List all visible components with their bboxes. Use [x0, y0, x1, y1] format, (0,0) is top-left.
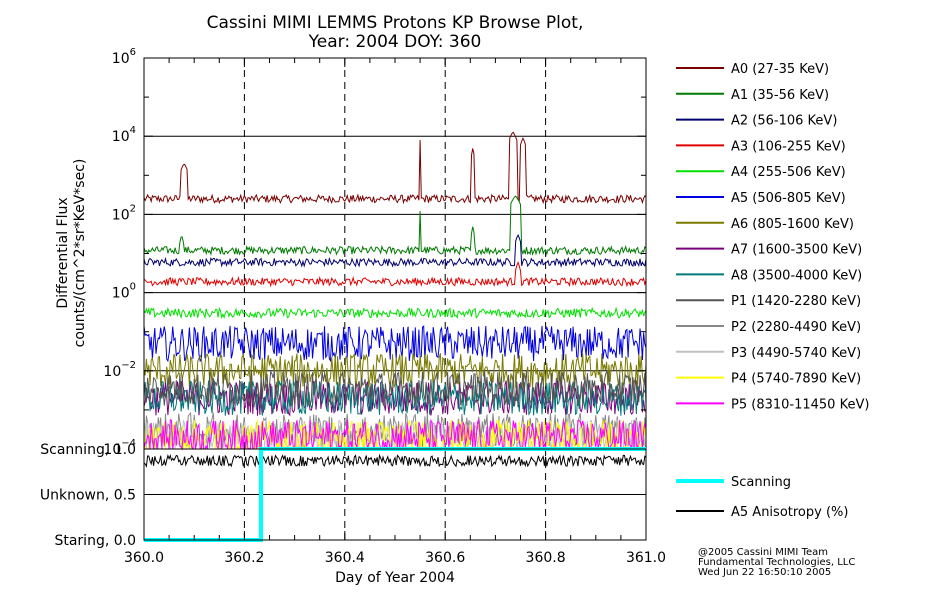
- lower-panel: Scanning, 1.0 Unknown, 0.5 Staring, 0.0: [40, 442, 647, 549]
- credit-line1: @2005 Cassini MIMI Team: [698, 547, 828, 558]
- y-tick-label-0: 106: [112, 47, 136, 67]
- series-line-2: [143, 233, 647, 269]
- series-line-1: [143, 195, 647, 257]
- series-line-8: [143, 378, 647, 416]
- chart-title-line2: Year: 2004 DOY: 360: [308, 32, 482, 52]
- x-axis-label: Day of Year 2004: [335, 570, 455, 586]
- y-tick-label-2: 102: [112, 203, 136, 223]
- series-line-9: [143, 369, 647, 408]
- x-tick-label-5: 361.0: [626, 550, 666, 566]
- flux-series: [143, 131, 647, 451]
- x-tick-labels: 360.0 360.2 360.4 360.6 360.8 361.0: [124, 550, 666, 566]
- y-tick-label-3: 100: [112, 282, 136, 302]
- legend-label-5: A5 (506-805 KeV): [731, 191, 846, 206]
- x-tick-label-3: 360.6: [425, 550, 465, 566]
- mode-label-0: Scanning, 1.0: [40, 442, 136, 458]
- mode-label-1: Unknown, 0.5: [40, 488, 136, 504]
- credit-line3: Wed Jun 22 16:50:10 2005: [698, 567, 831, 578]
- legend-label-8: A8 (3500-4000 KeV): [731, 268, 862, 283]
- anisotropy-line: [143, 453, 647, 468]
- x-tick-label-0: 360.0: [124, 550, 164, 566]
- legend-label-4: A4 (255-506 KeV): [731, 165, 846, 180]
- series-line-4: [143, 306, 647, 320]
- legend-label-2: A2 (56-106 KeV): [731, 114, 837, 129]
- chart-title-line1: Cassini MIMI LEMMS Protons KP Browse Plo…: [207, 13, 584, 33]
- legend-label-12: P4 (5740-7890 KeV): [731, 372, 861, 387]
- x-tick-label-4: 360.8: [526, 550, 566, 566]
- y-tick-label-1: 104: [112, 125, 136, 145]
- legend-label-10: P2 (2280-4490 KeV): [731, 320, 861, 335]
- legend-label-1: A1 (35-56 KeV): [731, 88, 829, 103]
- mode-label-2: Staring, 0.0: [54, 533, 136, 549]
- legend-label-0: A0 (27-35 KeV): [731, 62, 829, 77]
- series-line-3: [143, 261, 647, 288]
- mode-legend-label-1: A5 Anisotropy (%): [731, 505, 848, 520]
- series-line-0: [143, 131, 647, 205]
- mode-legend-label-0: Scanning: [731, 475, 791, 490]
- legend-label-13: P5 (8310-11450 KeV): [731, 397, 869, 412]
- upper-ticks: [143, 57, 647, 450]
- y-axis-label-line1: Differential Flux: [55, 197, 71, 308]
- y-axis-label-line2: counts/(cm^2*sr*KeV*sec): [72, 159, 88, 348]
- legend-label-7: A7 (1600-3500 KeV): [731, 243, 862, 258]
- legend-label-3: A3 (106-255 KeV): [731, 139, 846, 154]
- legend-label-11: P3 (4490-5740 KeV): [731, 346, 861, 361]
- x-tick-label-1: 360.2: [224, 550, 264, 566]
- legend-label-6: A6 (805-1600 KeV): [731, 217, 854, 232]
- y-tick-label-4: 10−2: [103, 360, 136, 380]
- mode-legend: Scanning A5 Anisotropy (%): [676, 475, 848, 520]
- lower-grid: [144, 449, 646, 540]
- x-tick-label-2: 360.4: [325, 550, 365, 566]
- mode-tick-labels: Scanning, 1.0 Unknown, 0.5 Staring, 0.0: [40, 442, 136, 549]
- legend-label-9: P1 (1420-2280 KeV): [731, 294, 861, 309]
- credit-line2: Fundamental Technologies, LLC: [698, 557, 855, 568]
- series-line-5: [143, 325, 647, 363]
- lower-ticks: [143, 531, 647, 540]
- flux-legend: A0 (27-35 KeV) A1 (35-56 KeV) A2 (56-106 K…: [676, 62, 869, 412]
